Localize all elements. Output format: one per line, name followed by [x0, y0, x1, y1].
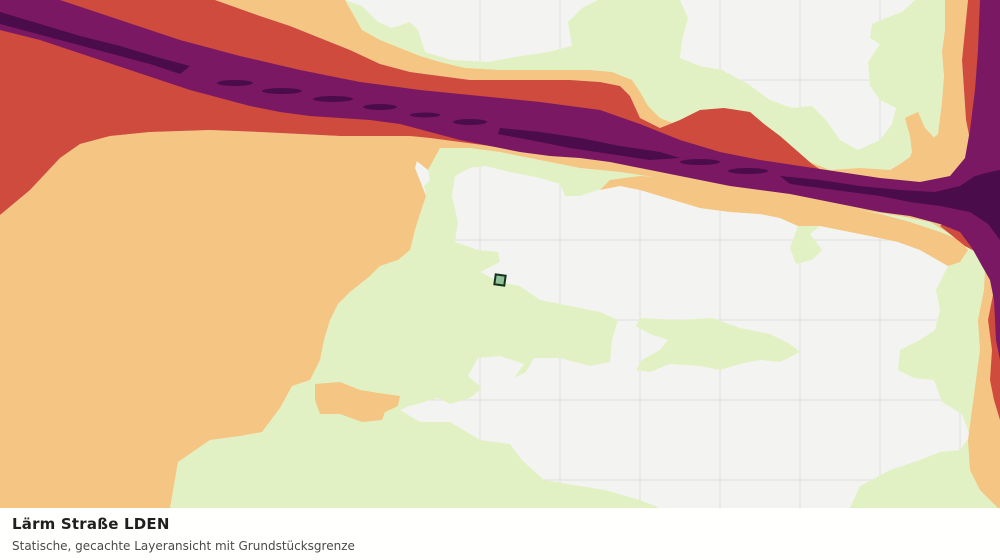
noise-band-2 — [0, 0, 1000, 510]
noise-band-4 — [0, 0, 1000, 360]
layer-subtitle: Statische, gecachte Layeransicht mit Gru… — [12, 539, 355, 553]
layer-title: Lärm Straße LDEN — [12, 515, 170, 533]
property-boundary[interactable] — [493, 273, 507, 287]
noise-band-5 — [0, 12, 1000, 240]
layer-info-panel: Lärm Straße LDEN Statische, gecachte Lay… — [0, 508, 1000, 560]
noise-band-1 — [170, 0, 1000, 508]
